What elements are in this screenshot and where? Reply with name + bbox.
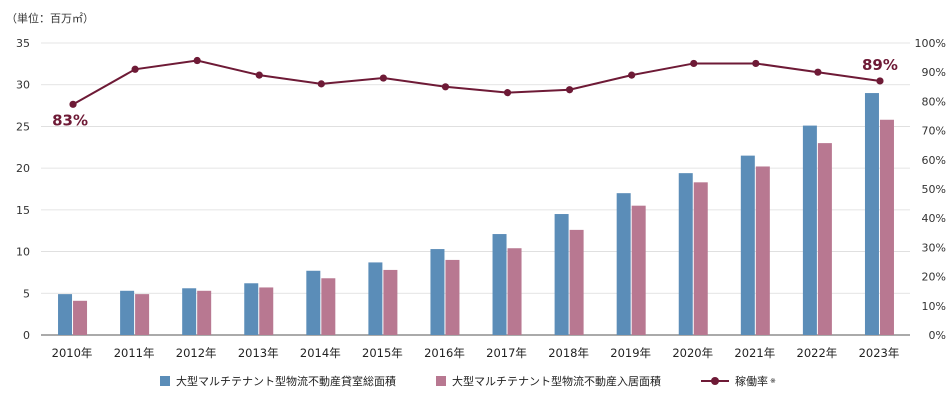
bar-occupied-area [259, 287, 274, 335]
occupancy-line [69, 56, 884, 108]
legend: 大型マルチテナント型物流不動産貸室総面積 大型マルチテナント型物流不動産入居面積… [160, 373, 816, 389]
left-axis-ticks: 0 5 10 15 20 25 30 35 [16, 37, 30, 342]
bar-total-floor-area [58, 294, 73, 335]
left-tick-label: 10 [16, 246, 30, 259]
occupancy-point [317, 80, 325, 88]
bars [58, 93, 894, 335]
left-tick-label: 35 [16, 37, 30, 50]
occupancy-point [379, 74, 387, 82]
bar-total-floor-area [244, 283, 259, 335]
bar-occupied-area [755, 166, 770, 335]
x-tick-label: 2012年 [176, 346, 217, 360]
legend-item-occupancy-rate: 稼働率 ※ [701, 373, 776, 389]
left-tick-label: 5 [23, 287, 30, 300]
bar-occupied-area [569, 229, 584, 335]
occupancy-point [690, 59, 698, 68]
bar-occupied-area [321, 278, 336, 335]
legend-swatch-occupied [436, 376, 446, 386]
x-tick-label: 2022年 [797, 346, 838, 360]
bar-occupied-area [693, 182, 708, 335]
bar-total-floor-area [430, 249, 445, 335]
bar-total-floor-area [182, 288, 197, 335]
bar-total-floor-area [368, 262, 383, 335]
x-axis-labels: 2010年 2011年 2012年 2013年 2014年 2015年 2016年 2017年… [52, 346, 900, 360]
right-tick-label: 30% [922, 241, 946, 254]
legend-label-total: 大型マルチテナント型物流不動産貸室総面積 [176, 375, 396, 388]
bar-total-floor-area [492, 234, 507, 335]
left-tick-label: 30 [16, 79, 30, 92]
occupancy-rate-line [72, 59, 881, 106]
occupancy-point [131, 65, 139, 73]
x-tick-label: 2017年 [486, 346, 527, 360]
bar-occupied-area [631, 205, 646, 335]
left-tick-label: 25 [16, 120, 30, 133]
legend-item-occupied-area: 大型マルチテナント型物流不動産入居面積 [436, 373, 661, 389]
x-tick-label: 2013年 [238, 346, 279, 360]
callouts: 83% 89% [52, 56, 898, 129]
bar-total-floor-area [306, 270, 321, 335]
occupancy-point [814, 68, 822, 76]
occupancy-point [876, 77, 884, 85]
right-tick-label: 50% [922, 183, 946, 196]
legend-item-total-floor-area: 大型マルチテナント型物流不動産貸室総面積 [160, 373, 396, 389]
right-tick-label: 70% [922, 125, 946, 138]
x-tick-label: 2021年 [734, 346, 775, 360]
bar-occupied-area [507, 248, 522, 335]
legend-note-mark: ※ [770, 377, 776, 385]
x-tick-label: 2018年 [548, 346, 589, 360]
x-tick-label: 2020年 [672, 346, 713, 360]
bar-occupied-area [879, 119, 894, 335]
right-axis-ticks: 0% 10% 20% 30% 40% 50% 60% 70% 80% 90% 100% [915, 37, 946, 342]
occupancy-point [628, 71, 636, 79]
occupancy-point [441, 83, 450, 91]
occupancy-point [255, 71, 263, 79]
right-tick-label: 10% [922, 300, 946, 313]
right-tick-label: 80% [922, 95, 946, 108]
occupancy-point [566, 86, 574, 94]
legend-swatch-occupancy [701, 376, 729, 386]
x-tick-label: 2023年 [859, 346, 900, 360]
bar-total-floor-area [120, 290, 135, 335]
bar-total-floor-area [616, 193, 631, 335]
right-tick-label: 40% [922, 212, 946, 225]
occupancy-point [752, 59, 760, 68]
bar-total-floor-area [864, 93, 879, 335]
bar-occupied-area [445, 259, 460, 335]
y-unit-label: （単位：百万㎡） [6, 11, 94, 25]
right-tick-label: 90% [922, 66, 946, 79]
right-tick-label: 100% [915, 37, 946, 50]
x-tick-label: 2011年 [114, 346, 155, 360]
left-tick-label: 0 [23, 329, 30, 342]
grid [41, 42, 910, 336]
bar-total-floor-area [740, 155, 755, 335]
right-tick-label: 20% [922, 271, 946, 284]
left-tick-label: 20 [16, 162, 30, 175]
x-tick-label: 2014年 [300, 346, 341, 360]
right-tick-label: 0% [929, 329, 946, 342]
occupancy-point [69, 100, 77, 108]
legend-swatch-total [160, 376, 170, 386]
right-tick-label: 60% [922, 154, 946, 167]
occupancy-callout-label: 83% [52, 111, 88, 129]
x-tick-label: 2016年 [424, 346, 465, 360]
bar-occupied-area [197, 290, 212, 335]
left-tick-label: 15 [16, 204, 30, 217]
bar-total-floor-area [554, 214, 569, 335]
x-tick-label: 2010年 [52, 346, 93, 360]
bar-occupied-area [817, 143, 832, 335]
bar-total-floor-area [802, 125, 817, 335]
bar-occupied-area [383, 269, 398, 335]
bar-total-floor-area [678, 173, 693, 335]
x-tick-label: 2015年 [362, 346, 403, 360]
bar-occupied-area [135, 294, 150, 335]
legend-label-occupied: 大型マルチテナント型物流不動産入居面積 [452, 375, 661, 388]
occupancy-callout-label: 89% [862, 56, 898, 74]
x-tick-label: 2019年 [610, 346, 651, 360]
legend-label-occupancy: 稼働率 [735, 375, 768, 388]
occupancy-point [193, 56, 201, 65]
occupancy-point [503, 89, 512, 97]
bar-occupied-area [73, 300, 88, 335]
